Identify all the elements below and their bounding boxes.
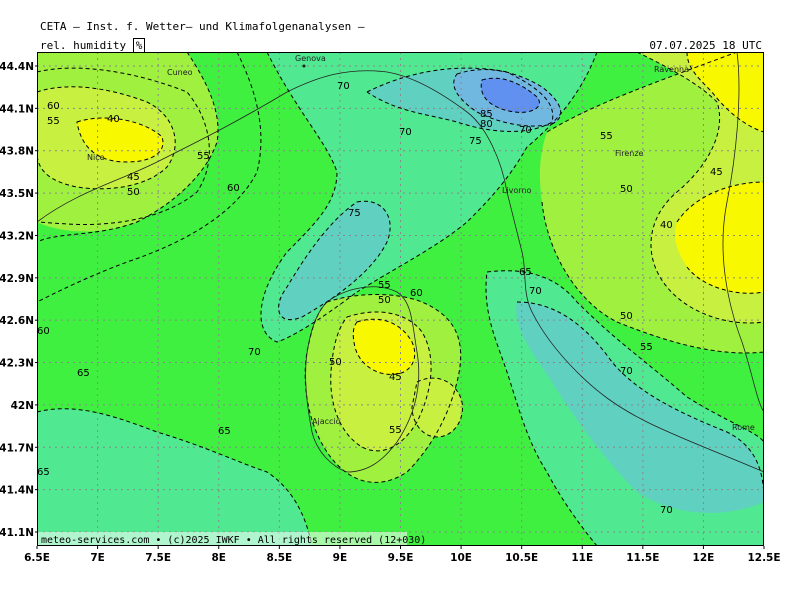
contour-label: 65 xyxy=(37,467,50,478)
chart-title: CETA — Inst. f. Wetter— und Klimafolgena… xyxy=(40,20,365,33)
lon-tick-label: 8E xyxy=(212,552,226,564)
contour-label: 50 xyxy=(620,184,633,195)
rh-region-40-ne-top xyxy=(687,52,764,132)
footer-credit: meteo-services.com • (c)2025 IWKF • All … xyxy=(41,535,426,546)
contour-label: 65 xyxy=(77,368,90,379)
map-panel: Genova Cuneo Nice Ravenna Firenze Livorn… xyxy=(37,52,764,546)
contour-label: 70 xyxy=(399,127,412,138)
valid-datetime: 07.07.2025 18 UTC xyxy=(649,39,762,52)
unit-box: % xyxy=(132,38,146,53)
lat-tick-label: 42.3N xyxy=(0,358,34,370)
lon-tick-label: 12E xyxy=(693,552,715,564)
contour-label: 55 xyxy=(389,425,402,436)
city-label-cuneo: Cuneo xyxy=(167,68,193,77)
lon-tick-label: 6.5E xyxy=(24,552,50,564)
lat-tick-label: 42.9N xyxy=(0,273,34,285)
rh-region-50-sw xyxy=(412,378,463,437)
lon-tick-label: 12.5E xyxy=(747,552,780,564)
lat-tick-label: 44.4N xyxy=(0,61,34,73)
lat-tick-label: 42N xyxy=(11,400,34,412)
rh-region-40-ne xyxy=(675,182,764,294)
lon-tick-label: 9E xyxy=(333,552,347,564)
footer-strip xyxy=(37,532,407,546)
lat-tick-label: 44.1N xyxy=(0,103,34,115)
parameter-label: rel. humidity % xyxy=(40,38,146,53)
lat-tick-label: 41.4N xyxy=(0,485,34,497)
contour-label: 85 xyxy=(480,109,493,120)
contour-label: 60 xyxy=(37,326,50,337)
contour-label: 55 xyxy=(640,342,653,353)
city-label-ravenna: Ravenna xyxy=(654,65,689,74)
contour-label: 70 xyxy=(529,286,542,297)
lon-tick-label: 9.5E xyxy=(388,552,414,564)
contour-label: 65 xyxy=(218,426,231,437)
contour-label: 50 xyxy=(378,295,391,306)
contour-label: 45 xyxy=(389,372,402,383)
lat-tick-label: 41.1N xyxy=(0,527,34,539)
city-label-firenze: Firenze xyxy=(615,149,644,158)
contour-label: 60 xyxy=(410,288,423,299)
contour-label: 40 xyxy=(660,220,673,231)
contour-label: 55 xyxy=(600,131,613,142)
coastlines xyxy=(37,52,764,473)
lat-tick-label: 41.7N xyxy=(0,442,34,454)
rh-region-75-tyrrhenian xyxy=(516,302,764,513)
rh-region-40-corsica xyxy=(353,319,415,375)
contour-label: 60 xyxy=(47,101,60,112)
lat-tick-label: 43.2N xyxy=(0,230,34,242)
lon-tick-label: 7E xyxy=(90,552,104,564)
contour-label: 55 xyxy=(47,116,60,127)
lon-tick-label: 7.5E xyxy=(145,552,171,564)
lon-tick-label: 10.5E xyxy=(505,552,538,564)
lat-tick-label: 42.6N xyxy=(0,315,34,327)
contour-label: 50 xyxy=(620,311,633,322)
rh-region-70-sw xyxy=(37,408,312,546)
contour-label: 40 xyxy=(107,114,120,125)
contour-label: 50 xyxy=(329,357,342,368)
contour-value-labels: 60 55 40 45 50 55 60 70 85 80 75 70 70 5… xyxy=(37,81,723,516)
rh-region-85 xyxy=(481,78,540,113)
lat-lon-grid xyxy=(37,52,764,546)
contour-label: 60 xyxy=(227,183,240,194)
contour-label: 55 xyxy=(378,280,391,291)
contour-label: 80 xyxy=(480,119,493,130)
lon-tick-label: 11.5E xyxy=(626,552,659,564)
contour-label: 65 xyxy=(519,267,532,278)
rh-region-75-ligurian xyxy=(278,201,391,320)
lon-tick-label: 10E xyxy=(450,552,472,564)
contour-label: 75 xyxy=(348,208,361,219)
contour-label: 45 xyxy=(127,172,140,183)
contour-label: 55 xyxy=(197,151,210,162)
city-label-genova: Genova xyxy=(295,54,326,63)
lon-tick-label: 11E xyxy=(571,552,593,564)
city-label-nice: Nice xyxy=(87,153,105,162)
lat-tick-label: 43.5N xyxy=(0,188,34,200)
contour-label: 70 xyxy=(519,125,532,136)
contour-label: 70 xyxy=(620,366,633,377)
map-frame xyxy=(37,52,764,546)
contour-label: 70 xyxy=(248,347,261,358)
lon-tick-label: 8.5E xyxy=(266,552,292,564)
contour-label: 75 xyxy=(469,136,482,147)
city-label-livorno: Livorno xyxy=(502,186,532,195)
city-label-ajaccio: Ajaccio xyxy=(312,417,341,426)
city-labels: Genova Cuneo Nice Ravenna Firenze Livorn… xyxy=(87,54,755,432)
contour-label: 50 xyxy=(127,187,140,198)
contour-lines xyxy=(37,52,764,546)
contour-label: 45 xyxy=(710,167,723,178)
contour-label: 70 xyxy=(660,505,673,516)
lat-tick-label: 43.8N xyxy=(0,146,34,158)
city-label-rome: Rome xyxy=(732,423,755,432)
contour-label: 70 xyxy=(337,81,350,92)
humidity-map: Genova Cuneo Nice Ravenna Firenze Livorn… xyxy=(37,52,764,546)
parameter-name: rel. humidity xyxy=(40,39,127,52)
